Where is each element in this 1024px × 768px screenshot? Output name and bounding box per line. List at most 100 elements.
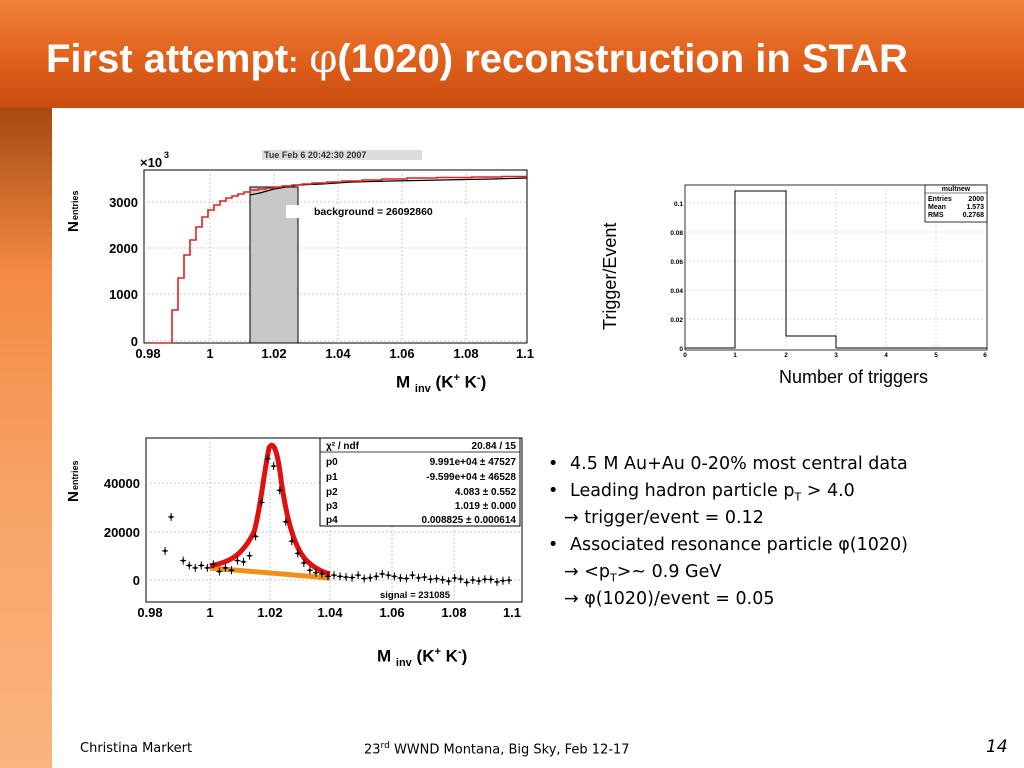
data-point	[302, 561, 306, 565]
plot-timestamp: Tue Feb 6 20:42:30 2007	[264, 150, 366, 160]
background-label: background = 26092860	[314, 206, 433, 218]
data-point	[489, 578, 493, 581]
y-tick: 2000	[109, 241, 138, 256]
data-point	[205, 566, 209, 570]
fit-parameters-box	[319, 437, 521, 527]
x-tick: 1.02	[257, 605, 282, 620]
data-point	[471, 578, 475, 582]
exponent-label: ×10	[140, 155, 162, 170]
stats-box-title: multnew	[942, 186, 971, 193]
data-point	[187, 564, 191, 567]
data-point	[163, 549, 167, 553]
x-tick: 2	[784, 352, 788, 359]
data-point	[181, 559, 185, 562]
y-axis-label: N	[65, 491, 82, 502]
stats-name: Entries	[928, 196, 952, 203]
exponent-power: 3	[164, 150, 169, 160]
trigger-histogram	[685, 190, 987, 349]
fit-param-name: p4	[326, 515, 338, 526]
y-tick: 3000	[109, 195, 138, 210]
data-point	[320, 572, 324, 576]
plot-background-mass: Tue Feb 6 20:42:30 2007 ×10 3 N entries …	[62, 145, 540, 365]
x-tick: 1.08	[441, 605, 466, 620]
x-tick: 1.1	[503, 605, 521, 620]
data-points	[162, 454, 512, 587]
stats-name: RMS	[928, 212, 944, 219]
footer-author: Christina Markert	[80, 741, 193, 756]
data-point	[417, 576, 420, 580]
stats-value: 0.2768	[963, 212, 985, 219]
fit-param-name: p0	[326, 457, 338, 468]
y-axis-label: N	[65, 221, 82, 232]
data-point	[242, 560, 245, 564]
data-point	[224, 566, 227, 570]
data-point	[254, 534, 257, 538]
page-number: 14	[986, 737, 1008, 757]
data-point	[507, 578, 511, 582]
bullet-item: • Associated resonance particle φ(1020)	[548, 535, 908, 555]
data-point	[272, 464, 276, 468]
data-point	[248, 554, 251, 558]
trigger-y-axis-label: Trigger/Event	[600, 222, 620, 330]
left-accent-bar	[0, 108, 52, 768]
bullet-item: • Leading hadron particle pT > 4.0	[548, 481, 855, 504]
data-point	[350, 576, 354, 579]
y-tick: 1000	[109, 287, 138, 302]
data-point	[374, 574, 378, 578]
x-tick: 1.06	[379, 605, 404, 620]
data-point	[236, 559, 239, 562]
bullet-item: • 4.5 M Au+Au 0-20% most central data	[548, 454, 908, 474]
data-point	[260, 501, 264, 504]
data-point	[392, 574, 396, 578]
data-point	[495, 580, 499, 584]
background-histogram	[152, 175, 527, 344]
data-point	[459, 577, 463, 581]
data-point	[344, 575, 348, 579]
bullet-subitem: → trigger/event = 0.12	[564, 508, 764, 528]
x-tick: 1.1	[516, 346, 534, 361]
x-tick: 1	[733, 352, 737, 359]
data-point	[211, 562, 215, 566]
data-point	[326, 574, 330, 578]
y-tick: 0	[679, 346, 683, 353]
plot-trigger-multiplicity: multnew Entries 2000 Mean 1.573 RMS 0.27…	[655, 180, 995, 360]
data-point	[193, 566, 197, 570]
data-point	[230, 568, 233, 572]
y-tick: 0.02	[670, 317, 683, 324]
fit-param-value: 0.008825 ± 0.000614	[422, 515, 517, 526]
x-tick: 1.04	[325, 346, 351, 361]
fit-param-name: p2	[326, 487, 338, 498]
data-point	[356, 573, 360, 577]
data-point	[199, 564, 203, 567]
data-point	[411, 573, 414, 577]
data-point	[429, 577, 432, 581]
data-point	[398, 576, 402, 580]
data-point	[296, 551, 300, 555]
x-tick: 4	[884, 352, 888, 359]
fit-chi2-value: 20.84 / 15	[472, 441, 517, 452]
bullet-list: • 4.5 M Au+Au 0-20% most central data • Le…	[544, 451, 908, 613]
bullet-subitem: → φ(1020)/event = 0.05	[564, 589, 775, 609]
title-bar: First attempt: φ(1020) reconstruction in…	[0, 0, 1024, 108]
data-point	[308, 568, 312, 572]
fit-param-value: -9.599e+04 ± 46528	[426, 472, 516, 483]
y-tick: 20000	[104, 525, 140, 540]
data-point	[362, 577, 366, 580]
y-tick: 0.1	[674, 201, 683, 208]
x-tick: 3	[834, 352, 838, 359]
y-tick: 0	[131, 334, 138, 349]
plot-phi-signal: N entries χ² / ndf 20.84 / 15 p0 9.991e+…	[62, 432, 532, 624]
stats-name: Mean	[928, 204, 946, 211]
x-tick: 0.98	[137, 605, 162, 620]
fit-param-value: 4.083 ± 0.552	[455, 487, 517, 498]
data-point	[332, 573, 336, 577]
x-tick: 1.04	[317, 605, 343, 620]
y-tick: 40000	[104, 476, 140, 491]
x-tick: 1	[206, 346, 213, 361]
y-tick: 0	[133, 573, 140, 588]
background-fit-line	[209, 565, 331, 581]
fit-param-value: 9.991e+04 ± 47527	[430, 457, 517, 468]
data-point	[217, 570, 221, 573]
x-axis-label-top: M inv (K+ K-)	[396, 372, 487, 396]
fit-param-name: p3	[326, 501, 338, 512]
